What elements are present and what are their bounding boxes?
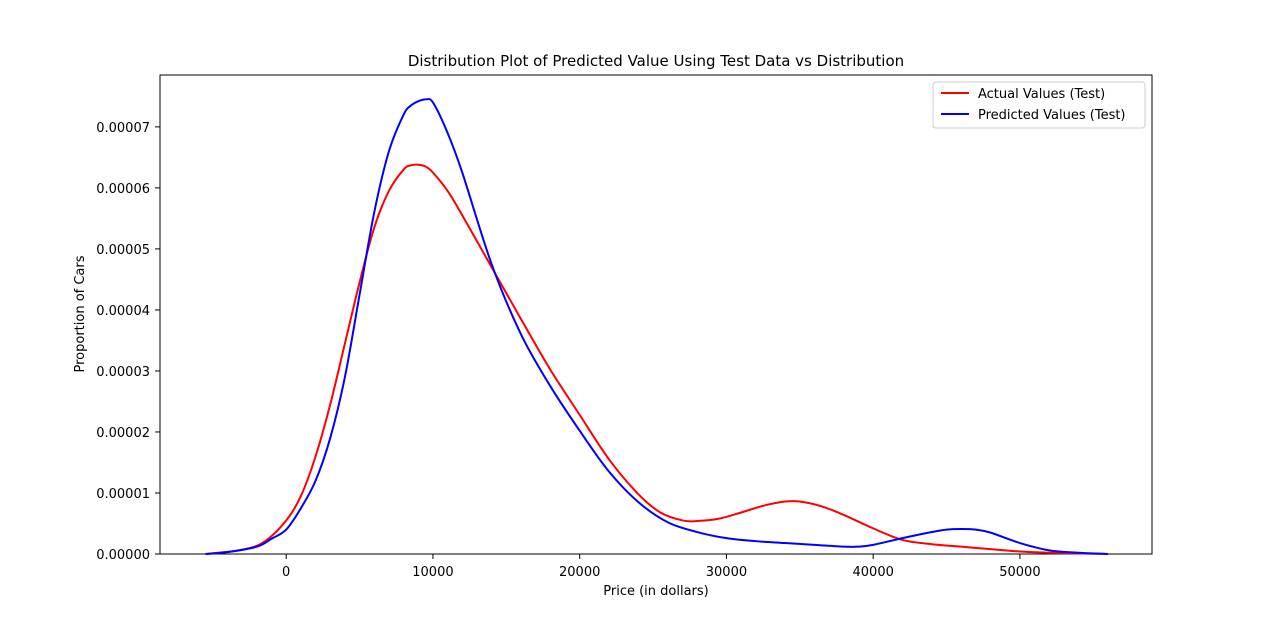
legend-box: [932, 81, 1146, 129]
y-tick-label: 0.00004: [96, 304, 150, 319]
plot-area: [159, 74, 1153, 555]
x-axis-label: Price (in dollars): [603, 584, 709, 599]
legend-label-predicted: Predicted Values (Test): [978, 108, 1126, 123]
legend: Actual Values (Test) Predicted Values (T…: [932, 81, 1146, 129]
x-tick-label: 50000: [999, 565, 1040, 580]
series-line-actual: [205, 163, 1109, 555]
series-lines: [205, 97, 1109, 555]
y-tick-label: 0.00000: [96, 548, 150, 563]
y-tick-label: 0.00001: [96, 487, 150, 502]
y-axis-ticks: 0.00000 0.00001 0.00002 0.00003 0.00004 0.000…: [96, 121, 160, 563]
y-tick-label: 0.00002: [96, 426, 150, 441]
x-axis-ticks: 0 10000 20000 30000 40000 50000: [282, 554, 1041, 580]
x-tick-label: 40000: [853, 565, 894, 580]
y-tick-label: 0.00003: [96, 365, 150, 380]
legend-label-actual: Actual Values (Test): [978, 87, 1105, 102]
y-tick-label: 0.00005: [96, 243, 150, 258]
x-tick-label: 30000: [706, 565, 747, 580]
y-tick-label: 0.00007: [96, 121, 150, 136]
x-tick-label: 20000: [559, 565, 600, 580]
x-tick-label: 10000: [412, 565, 453, 580]
x-tick-label: 0: [282, 565, 290, 580]
y-tick-label: 0.00006: [96, 182, 150, 197]
chart-title: Distribution Plot of Predicted Value Usi…: [408, 52, 904, 70]
y-axis-label: Proportion of Cars: [73, 255, 88, 372]
series-line-predicted: [205, 97, 1109, 555]
